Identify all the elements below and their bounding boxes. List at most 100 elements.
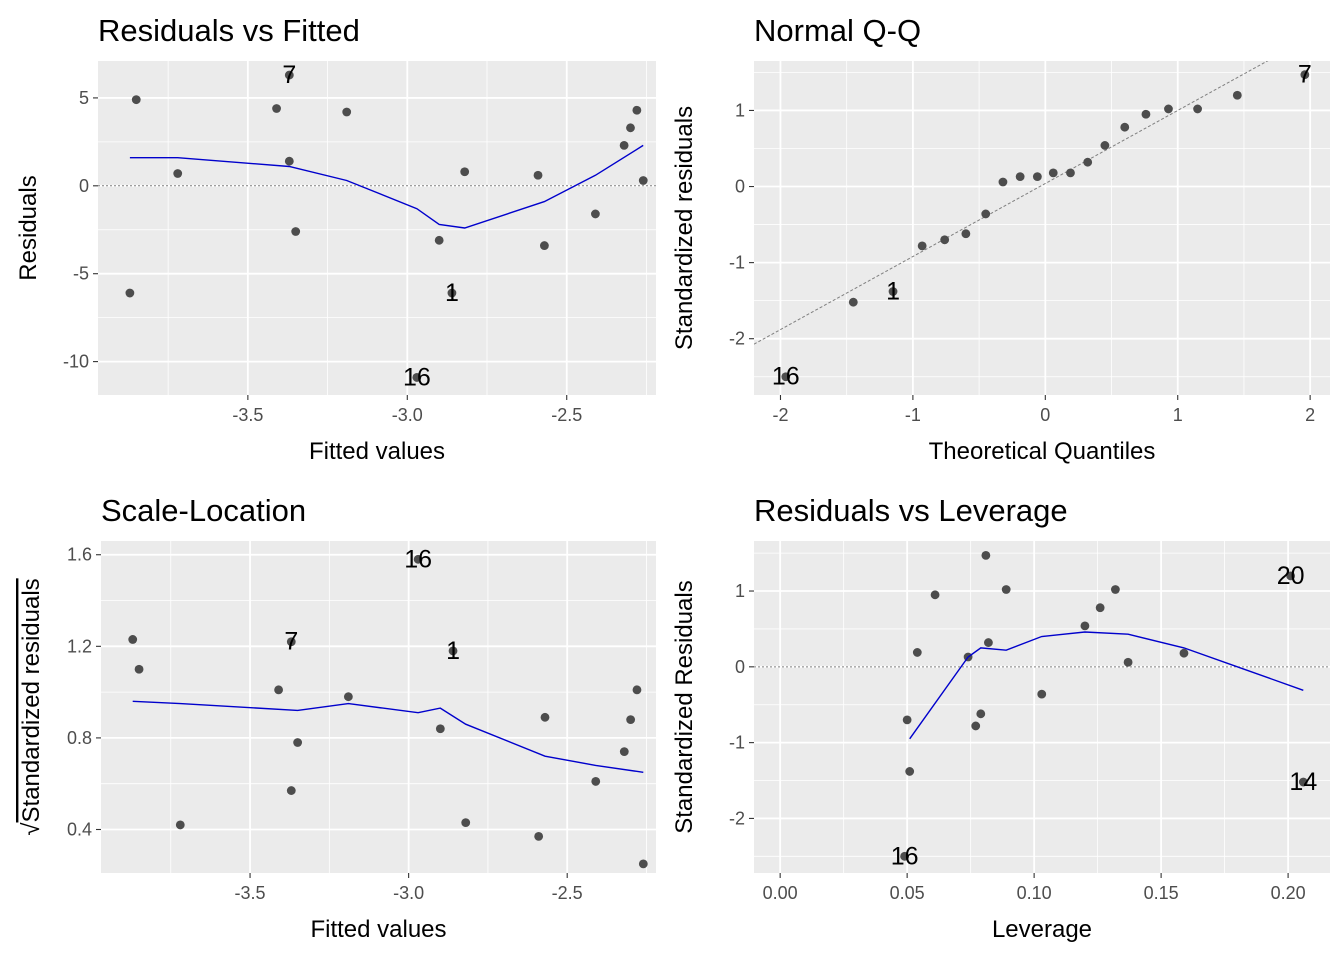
data-point [984,638,993,647]
data-point [1286,571,1296,581]
y-tick-label: 1 [735,100,745,120]
y-tick-label: 0 [735,177,745,197]
data-point [125,288,135,298]
data-point [413,554,423,564]
y-tick-label: -2 [729,808,745,828]
point-label: 16 [404,545,432,573]
x-tick-label: -3.5 [232,405,263,425]
panel-4: 20 14 16 [754,541,1330,873]
y-axis-label-group: Residuals [15,175,42,280]
sqrt-symbol: √ [18,822,45,836]
y-tick-label: 0 [735,657,745,677]
panel-3: 167 1 [101,541,656,873]
point-label: 16 [891,842,919,870]
data-point [284,156,294,166]
data-point [1193,104,1202,114]
data-point [1298,777,1308,787]
data-point [930,590,940,600]
x-tick-label: -3.5 [235,883,266,903]
point-label: 14 [1289,768,1317,796]
data-point [293,738,303,747]
data-point [1083,157,1093,167]
data-point [961,229,971,239]
data-point [447,288,457,298]
y-tick-label: 0.8 [67,728,92,748]
data-point [1015,172,1025,182]
x-tick-label: 0.15 [1144,883,1179,903]
point-label: 7 [1298,61,1312,89]
data-point [638,859,648,869]
data-point [1066,168,1075,178]
data-point [1120,122,1130,132]
smooth-line [129,144,644,229]
y-axis-label: Standardized residuals [671,106,698,350]
data-point [461,818,471,828]
data-point [412,373,422,382]
data-point [1100,141,1110,150]
point-label: 7 [282,61,296,89]
y-tick-label: 1.6 [67,545,92,565]
panel-background [98,61,656,395]
data-point [971,721,981,731]
x-tick-label: -3.0 [393,883,424,903]
x-tick-label: -2.5 [552,883,583,903]
x-tick-label: -2 [772,405,788,425]
panel-2-axes: -2 -1 0 1 2 -2 -1 0 1 Normal Q-Q Theoretical Quant… [671,13,1315,465]
data-point [134,664,144,674]
data-point [534,831,544,841]
data-point [284,70,294,80]
chart-title: Normal Q-Q [754,13,921,48]
x-tick-label: 1 [1173,405,1183,425]
panel-2: 7 1 16 [754,61,1330,395]
y-tick-label: 0.4 [67,819,92,839]
y-tick-label: -10 [63,352,89,372]
x-tick-label: 0.10 [1017,883,1052,903]
data-point [1164,104,1173,114]
smooth-line [909,631,1304,740]
data-point [435,724,445,734]
data-point [1037,689,1047,699]
data-point [1110,585,1120,594]
data-point [1080,621,1090,631]
data-point [902,715,912,725]
data-point [131,95,141,105]
panel-4-axes: 0.00 0.05 0.10 0.15 0.20 -2 -1 0 1 Residuals vs L… [671,493,1306,943]
data-point [1123,657,1133,667]
y-tick-label: 5 [79,88,89,108]
x-tick-label: -2.5 [551,405,582,425]
y-axis-label-group: Standardized Residuals [671,580,698,834]
data-point [848,297,858,307]
y-axis-label: √Standardized residuals [18,578,45,835]
data-point [1001,585,1011,594]
data-point [1232,90,1242,100]
panel-1: 7 1 16 [98,61,656,395]
data-point [781,372,791,382]
data-point [274,685,283,695]
chart-title: Scale-Location [101,493,306,528]
data-point [1032,172,1042,182]
data-point [343,692,353,702]
y-axis-label-group: √Standardized residuals [18,578,45,835]
data-point [128,635,138,644]
y-tick-label: -5 [73,264,89,284]
data-point [286,637,296,647]
x-tick-label: 0 [1040,405,1050,425]
data-point [272,104,281,113]
y-tick-label: -1 [729,733,745,753]
chart-title: Residuals vs Fitted [98,13,360,48]
point-label: 20 [1277,562,1305,590]
data-point [173,169,183,178]
y-tick-label: 0 [79,176,89,196]
data-point [175,820,185,830]
point-label: 1 [446,637,460,665]
x-tick-label: 0.05 [890,883,925,903]
data-point [1300,70,1310,80]
data-point [591,777,601,786]
x-axis-label: Fitted values [310,916,446,943]
y-axis-label: Residuals [15,175,42,280]
point-label: 16 [772,363,800,391]
chart-title: Residuals vs Leverage [754,493,1068,528]
data-point [626,123,635,133]
x-tick-label: 0.00 [763,883,798,903]
data-point [540,712,550,722]
